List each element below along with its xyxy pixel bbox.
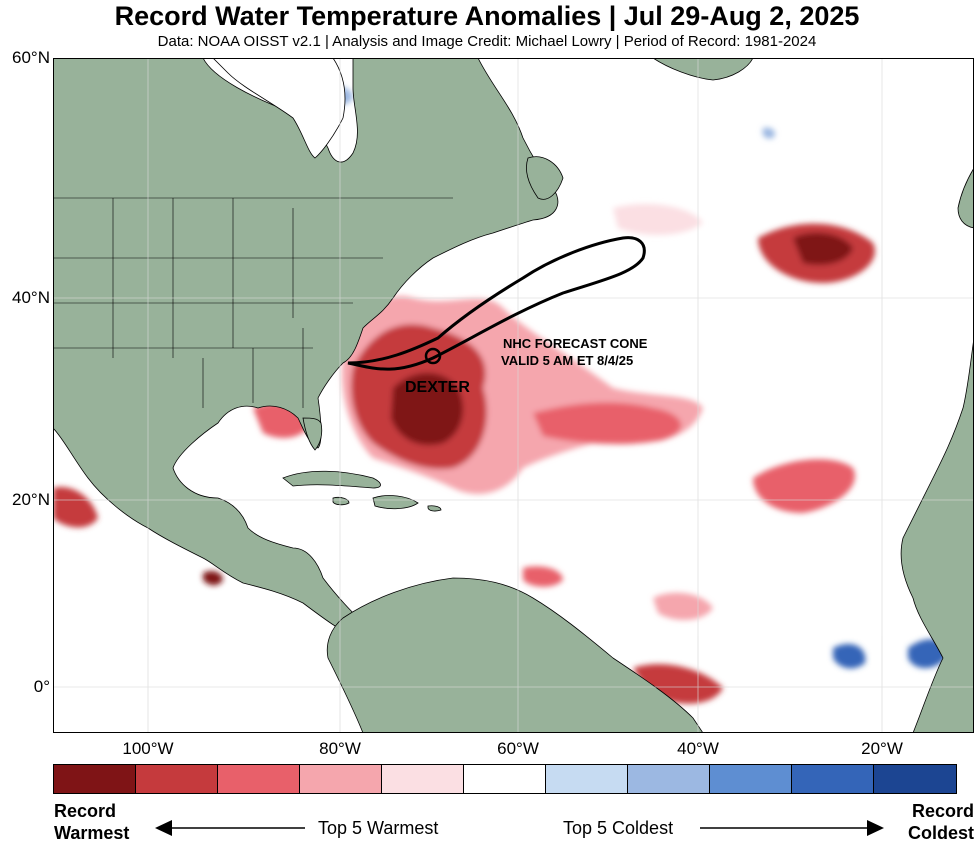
political-borders xyxy=(53,197,453,408)
lon-label-80w: 80°W xyxy=(319,739,361,758)
land-newfoundland xyxy=(526,156,564,200)
sst-anomaly-map: DEXTER NHC FORECAST CONE VALID 5 AM ET 8… xyxy=(53,58,974,733)
land-cuba xyxy=(282,470,381,489)
arrow-left-icon xyxy=(155,820,172,836)
lon-label-100w: 100°W xyxy=(122,739,174,758)
color-scale-swatch-8 xyxy=(710,765,792,793)
graticule xyxy=(53,58,974,733)
legend-record-warmest: Record Warmest xyxy=(54,800,129,844)
warm-anomaly-layer xyxy=(53,203,875,704)
cone-label-line2: VALID 5 AM ET 8/4/25 xyxy=(501,353,633,368)
lon-label-60w: 60°W xyxy=(497,739,539,758)
lat-label-60n: 60°N xyxy=(12,48,50,67)
color-scale-swatch-9 xyxy=(792,765,874,793)
cone-label-line1: NHC FORECAST CONE xyxy=(503,336,648,351)
color-scale-swatch-2 xyxy=(218,765,300,793)
land-puerto-rico xyxy=(427,505,442,512)
legend-left-line1: Record xyxy=(54,801,117,821)
storm-center-marker xyxy=(424,347,442,365)
land-florida xyxy=(302,417,323,451)
legend-left-line2: Warmest xyxy=(54,823,130,843)
lon-label-40w: 40°W xyxy=(677,739,719,758)
color-scale-swatch-6 xyxy=(546,765,628,793)
land-africa xyxy=(900,238,974,733)
map-subtitle: Data: NOAA OISST v2.1 | Analysis and Ima… xyxy=(157,33,817,50)
map-title: Record Water Temperature Anomalies | Jul… xyxy=(114,1,860,31)
lat-label-0: 0° xyxy=(33,677,50,696)
land-iberia xyxy=(957,167,974,229)
color-scale-swatch-5 xyxy=(464,765,546,793)
legend-top5-coldest: Top 5 Coldest xyxy=(563,818,674,838)
lat-label-40n: 40°N xyxy=(12,288,50,307)
legend-arrows xyxy=(155,820,884,836)
legend-top5-warmest: Top 5 Warmest xyxy=(318,818,439,838)
lon-label-20w: 20°W xyxy=(861,739,903,758)
land-greenland xyxy=(652,58,754,81)
color-scale-swatch-3 xyxy=(300,765,382,793)
lat-label-20n: 20°N xyxy=(12,490,50,509)
land-hispaniola xyxy=(372,495,419,510)
land-south-america xyxy=(326,577,704,733)
arrow-right-icon xyxy=(867,820,884,836)
color-scale xyxy=(53,764,957,794)
color-scale-swatch-1 xyxy=(136,765,218,793)
legend-right-line2: Coldest xyxy=(907,823,974,843)
legend-record-coldest: Record Coldest xyxy=(880,800,974,844)
color-scale-swatch-0 xyxy=(54,765,136,793)
storm-name-label: DEXTER xyxy=(405,379,470,396)
color-scale-swatch-10 xyxy=(874,765,956,793)
color-scale-swatch-7 xyxy=(628,765,710,793)
legend-right-line1: Record xyxy=(911,801,974,821)
hudson-bay xyxy=(212,58,346,159)
color-scale-swatch-4 xyxy=(382,765,464,793)
nhc-forecast-cone xyxy=(347,236,646,371)
